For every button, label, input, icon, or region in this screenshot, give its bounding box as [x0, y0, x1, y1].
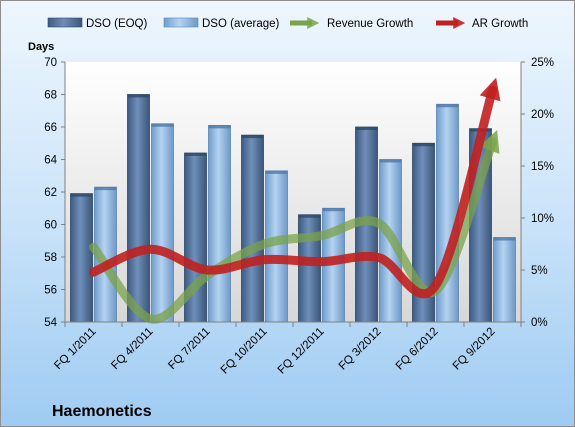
- y-axis-left: 54 56 58 60 62 64 66 68 70: [44, 57, 65, 329]
- y-left-tick-label: 54: [44, 317, 57, 329]
- x-axis: FQ 1/2011 FQ 4/2011 FQ 7/2011 FQ 10/2011 FQ …: [52, 322, 522, 377]
- bar-dso-average-cap: [94, 187, 117, 191]
- bar-dso-eoq: [70, 193, 93, 323]
- legend: DSO (EOQ) DSO (average) Revenue Growth A…: [47, 16, 528, 30]
- y-left-tick-label: 62: [44, 187, 57, 199]
- y-right-tick-label: 15%: [531, 161, 554, 173]
- y-left-tick-label: 64: [44, 155, 57, 167]
- bar-dso-eoq-cap: [70, 193, 93, 197]
- legend-label-dso-average: DSO (average): [202, 18, 280, 30]
- legend-label-dso-eoq: DSO (EOQ): [86, 18, 148, 30]
- bar-dso-average-cap: [379, 159, 402, 163]
- bar-dso-average-cap: [322, 208, 345, 212]
- y-right-tick-label: 0%: [531, 317, 548, 329]
- y-axis-right: 0% 5% 10% 15% 20% 25%: [521, 57, 554, 329]
- bar-dso-average: [208, 124, 231, 323]
- bar-dso-average-cap: [436, 104, 459, 108]
- y-right-tick-label: 25%: [531, 57, 554, 69]
- y-left-tick-label: 70: [44, 57, 57, 69]
- y-left-tick-label: 60: [44, 220, 57, 232]
- bar-dso-average-cap: [493, 237, 516, 241]
- ar-growth-line: [89, 77, 501, 299]
- bar-dso-eoq-cap: [412, 143, 435, 147]
- bar-dso-eoq: [127, 94, 150, 323]
- bar-dso-eoq-cap: [298, 214, 321, 218]
- bar-dso-eoq-cap: [184, 153, 207, 156]
- bar-dso-eoq-cap: [355, 127, 378, 130]
- legend-label-revenue-growth: Revenue Growth: [327, 18, 413, 30]
- x-tick-label: FQ 12/2011: [276, 326, 327, 377]
- y-left-tick-label: 58: [44, 252, 57, 264]
- legend-swatch-dso-eoq: [47, 17, 83, 28]
- bar-dso-average-cap: [265, 170, 288, 174]
- y-left-tick-label: 68: [44, 90, 57, 102]
- x-tick-label: FQ 10/2011: [219, 326, 270, 377]
- line-series: [89, 77, 501, 324]
- company-name: Haemonetics: [52, 403, 152, 420]
- y-right-tick-label: 10%: [531, 213, 554, 225]
- y-left-tick-label: 56: [44, 285, 57, 297]
- bar-dso-eoq: [298, 214, 321, 323]
- legend-label-ar-growth: AR Growth: [472, 18, 528, 30]
- bar-dso-average-cap: [208, 125, 231, 129]
- x-tick-label: FQ 3/2012: [337, 326, 384, 373]
- bar-dso-eoq-cap: [127, 94, 150, 98]
- y-axis-left-title: Days: [28, 41, 54, 53]
- x-tick-label: FQ 6/2012: [394, 326, 441, 373]
- legend-swatch-dso-average: [163, 17, 199, 28]
- y-right-tick-label: 20%: [531, 109, 554, 121]
- bar-dso-eoq-cap: [241, 135, 264, 139]
- y-right-tick-label: 5%: [531, 265, 548, 277]
- x-tick-label: FQ 1/2011: [52, 326, 98, 372]
- bar-dso-average-cap: [151, 123, 174, 127]
- bar-dso-average: [151, 123, 174, 323]
- bar-dso-average: [493, 237, 516, 323]
- y-left-tick-label: 66: [44, 122, 57, 134]
- x-tick-label: FQ 4/2011: [109, 326, 155, 372]
- bar-dso-eoq: [241, 134, 264, 323]
- x-tick-label: FQ 7/2011: [166, 326, 212, 372]
- x-tick-label: FQ 9/2012: [451, 326, 498, 373]
